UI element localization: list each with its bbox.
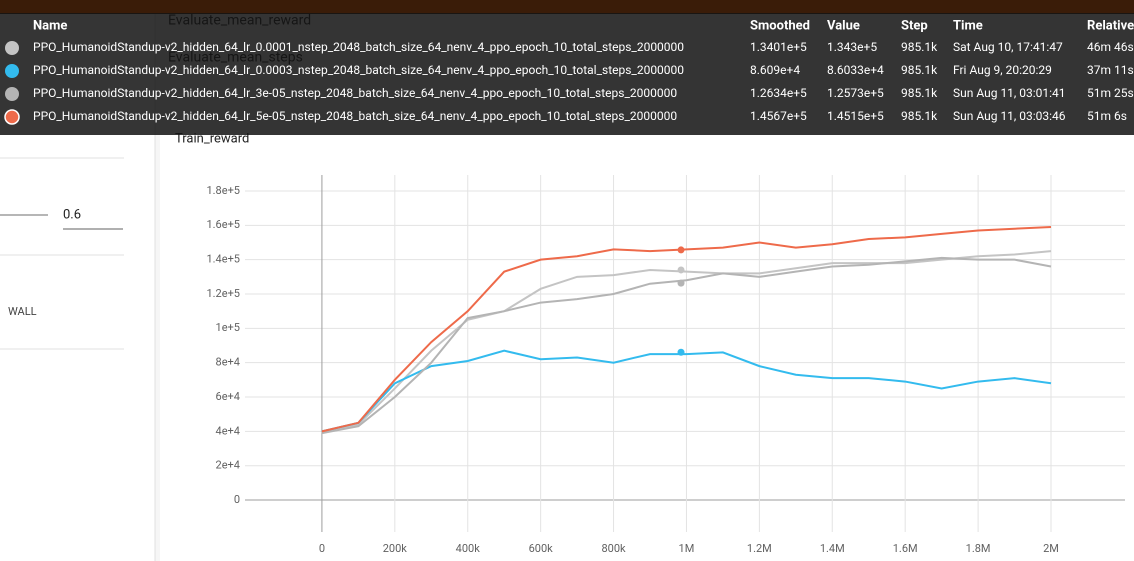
chart-card <box>160 130 1134 561</box>
x-tick-label: 600k <box>529 542 554 555</box>
x-tick-label: 400k <box>456 542 481 555</box>
hover-point <box>677 348 685 356</box>
cell-value: 1.343e+5 <box>827 40 877 54</box>
y-tick-label: 8e+4 <box>216 356 240 369</box>
cell-step: 985.1k <box>901 109 938 123</box>
cell-name: PPO_HumanoidStandup-v2_hidden_64_lr_0.00… <box>33 63 684 77</box>
cell-time: Fri Aug 9, 20:20:29 <box>953 63 1052 77</box>
x-tick-label: 1.6M <box>893 542 918 555</box>
cell-step: 985.1k <box>901 40 938 54</box>
y-tick-label: 4e+4 <box>216 424 240 437</box>
y-tick-label: 0 <box>234 493 240 506</box>
horizontal-axis-option[interactable]: WALL <box>8 305 37 318</box>
cell-step: 985.1k <box>901 86 938 100</box>
run-swatch <box>4 109 20 125</box>
hover-point <box>677 279 685 287</box>
x-tick-label: 800k <box>601 542 626 555</box>
cell-relative: 37m 11s <box>1087 63 1134 77</box>
hover-point <box>677 246 685 254</box>
column-header: Name <box>33 18 67 33</box>
series-line <box>321 256 1052 435</box>
cell-time: Sun Aug 11, 03:01:41 <box>953 86 1066 100</box>
plot-area <box>321 226 1052 435</box>
tooltip-table: Name Smoothed Value Step Time Relative PPO_Hum… <box>4 18 1134 125</box>
y-tick-label: 6e+4 <box>216 390 240 403</box>
x-tick-label: 200k <box>383 542 408 555</box>
column-header: Smoothed <box>750 18 810 33</box>
y-tick-label: 1.8e+5 <box>206 184 240 197</box>
x-tick-label: 1M <box>679 542 695 555</box>
y-tick-label: 2e+4 <box>216 459 240 472</box>
cell-time: Sat Aug 10, 17:41:47 <box>953 40 1063 54</box>
hover-point <box>677 266 685 274</box>
cell-value: 1.2573e+5 <box>827 86 884 100</box>
x-tick-label: 1.2M <box>747 542 772 555</box>
chart-title: Train_reward <box>175 131 249 146</box>
y-tick-label: 1.4e+5 <box>206 253 240 266</box>
cell-name: PPO_HumanoidStandup-v2_hidden_64_lr_5e-0… <box>33 109 677 123</box>
x-tick-label: 2M <box>1043 542 1059 555</box>
y-tick-label: 1.2e+5 <box>206 287 240 300</box>
cell-smoothed: 1.4567e+5 <box>750 109 807 123</box>
column-header: Value <box>827 18 860 33</box>
column-header: Time <box>953 18 983 33</box>
column-header: Relative <box>1087 18 1134 33</box>
cell-name: PPO_HumanoidStandup-v2_hidden_64_lr_0.00… <box>33 40 684 54</box>
x-tick-label: 1.8M <box>966 542 991 555</box>
series-line <box>321 226 1052 433</box>
series-line <box>321 250 1052 435</box>
series-line <box>321 349 1052 433</box>
run-swatch <box>5 87 19 101</box>
column-header: Step <box>901 18 928 33</box>
cell-relative: 46m 46s <box>1087 40 1134 54</box>
chart: 0 2e+4 4e+4 6e+4 8e+4 1e+5 1.2e+5 1.4e+5 1.6e+5 1… <box>206 175 1125 555</box>
smoothing-input[interactable]: 0.6 <box>63 207 81 222</box>
x-tick-label: 1.4M <box>820 542 845 555</box>
top-bar <box>0 0 1134 14</box>
cell-value: 8.6033e+4 <box>827 63 884 77</box>
x-tick-label: 0 <box>319 542 325 555</box>
cell-smoothed: 1.3401e+5 <box>750 40 807 54</box>
cell-relative: 51m 6s <box>1087 109 1127 123</box>
run-swatch <box>5 41 19 55</box>
cell-smoothed: 1.2634e+5 <box>750 86 807 100</box>
cell-value: 1.4515e+5 <box>827 109 884 123</box>
y-tick-label: 1e+5 <box>216 321 240 334</box>
cell-smoothed: 8.609e+4 <box>750 63 800 77</box>
y-tick-label: 1.6e+5 <box>206 218 240 231</box>
cell-name: PPO_HumanoidStandup-v2_hidden_64_lr_3e-0… <box>33 86 677 100</box>
tooltip <box>0 13 1134 135</box>
run-swatch <box>5 64 19 78</box>
cell-step: 985.1k <box>901 63 938 77</box>
cell-time: Sun Aug 11, 03:03:46 <box>953 109 1066 123</box>
cell-relative: 51m 25s <box>1087 86 1134 100</box>
